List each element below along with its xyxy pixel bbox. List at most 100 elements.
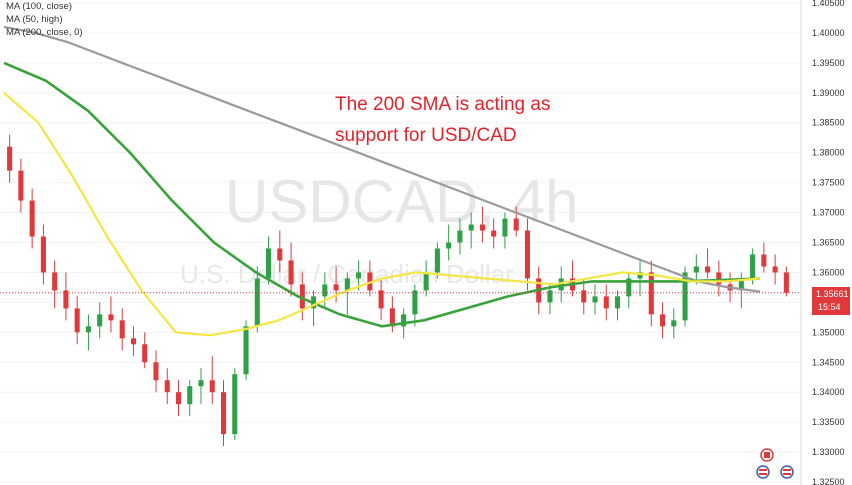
- candle-body: [389, 308, 395, 327]
- candle: [40, 224, 46, 285]
- candle: [344, 272, 350, 315]
- candle-body: [266, 248, 272, 279]
- candle: [423, 260, 429, 297]
- candle-body: [423, 272, 429, 291]
- candle: [288, 242, 294, 297]
- us-flag-icon[interactable]: [756, 465, 770, 479]
- candle-body: [693, 266, 699, 273]
- candle: [18, 158, 24, 213]
- countdown-label: 15:54: [818, 302, 841, 312]
- candle: [648, 260, 654, 327]
- canada-flag-icon[interactable]: [760, 448, 774, 462]
- candle: [581, 278, 587, 315]
- candle-body: [175, 392, 182, 405]
- candle-body: [153, 362, 159, 381]
- price-axis[interactable]: 1.40500 1.40000 1.39500 1.39000 1.38500 1.380…: [812, 0, 845, 485]
- y-tick-label: 1.36500: [812, 238, 845, 248]
- candle: [705, 248, 711, 279]
- candle-body: [412, 290, 418, 315]
- candle-body: [626, 278, 632, 297]
- candle: [232, 368, 238, 441]
- candle-body: [164, 380, 170, 393]
- candle: [175, 380, 182, 417]
- candles: [7, 134, 789, 447]
- candle-body: [85, 326, 91, 333]
- candle: [479, 206, 485, 243]
- candle: [614, 290, 621, 321]
- ma100-line: [3, 61, 761, 328]
- candle-body: [7, 146, 13, 171]
- us-flag-icon[interactable]: [780, 465, 794, 479]
- candle: [716, 260, 722, 297]
- candle: [558, 266, 564, 303]
- candle-body: [434, 248, 440, 273]
- candle: [7, 134, 13, 183]
- candle-body: [378, 290, 384, 309]
- grid-lines: [0, 2, 801, 483]
- candle-body: [97, 314, 103, 327]
- candle-body: [761, 254, 767, 267]
- candle-body: [74, 308, 80, 333]
- candle-body: [243, 326, 249, 375]
- candle: [266, 236, 272, 285]
- y-tick-label: 1.33000: [812, 447, 845, 457]
- y-tick-label: 1.33500: [812, 417, 845, 427]
- candle: [457, 218, 463, 255]
- candle: [783, 266, 789, 297]
- candle-body: [40, 236, 46, 273]
- candle: [772, 254, 778, 285]
- candle-body: [254, 278, 260, 327]
- current-price-tag: [812, 287, 850, 315]
- candle-body: [513, 218, 519, 231]
- candle-body: [299, 284, 305, 309]
- candle-body: [603, 296, 609, 309]
- y-tick-label: 1.35000: [812, 327, 845, 337]
- indicator-legend: MA (100, close) MA (50, high) MA (200, c…: [6, 0, 83, 39]
- candle-body: [130, 338, 136, 345]
- candle-body: [142, 344, 148, 363]
- candle-body: [524, 230, 530, 279]
- candle: [524, 218, 530, 291]
- candle: [311, 290, 317, 327]
- candle-body: [581, 290, 587, 303]
- candle: [108, 296, 114, 333]
- candle-body: [479, 224, 485, 231]
- watermark-symbol: USDCAD, 4h: [225, 168, 578, 235]
- candle-body: [738, 278, 744, 291]
- candle-body: [468, 224, 474, 231]
- candle-body: [288, 260, 294, 285]
- candle: [761, 242, 767, 273]
- y-tick-label: 1.38000: [812, 148, 845, 158]
- candle-body: [232, 374, 238, 435]
- candle: [468, 212, 474, 249]
- legend-ma100[interactable]: MA (100, close): [6, 1, 72, 12]
- candle-body: [614, 296, 621, 309]
- legend-ma200[interactable]: MA (200, close, 0): [6, 27, 83, 38]
- candle-body: [401, 314, 407, 327]
- candle-body: [592, 296, 598, 303]
- candle: [660, 302, 666, 339]
- candle-body: [277, 248, 283, 261]
- ma50-line: [3, 91, 761, 337]
- candle-body: [333, 284, 339, 291]
- candle-body: [705, 266, 711, 273]
- candle: [569, 260, 576, 297]
- candle: [693, 254, 699, 285]
- candle: [434, 242, 440, 279]
- candle: [164, 368, 170, 405]
- candle: [502, 212, 508, 249]
- candle-body: [660, 314, 666, 327]
- candle: [74, 296, 80, 345]
- y-tick-label: 1.34500: [812, 357, 845, 367]
- candle: [142, 332, 148, 369]
- y-tick-label: 1.37500: [812, 178, 845, 188]
- y-tick-label: 1.39000: [812, 88, 845, 98]
- candle-body: [18, 170, 24, 201]
- legend-ma50[interactable]: MA (50, high): [6, 14, 63, 25]
- candle-body: [220, 392, 227, 435]
- y-tick-label: 1.32500: [812, 477, 845, 485]
- candle: [603, 284, 609, 321]
- candle-body: [750, 254, 756, 279]
- candle-body: [547, 290, 553, 303]
